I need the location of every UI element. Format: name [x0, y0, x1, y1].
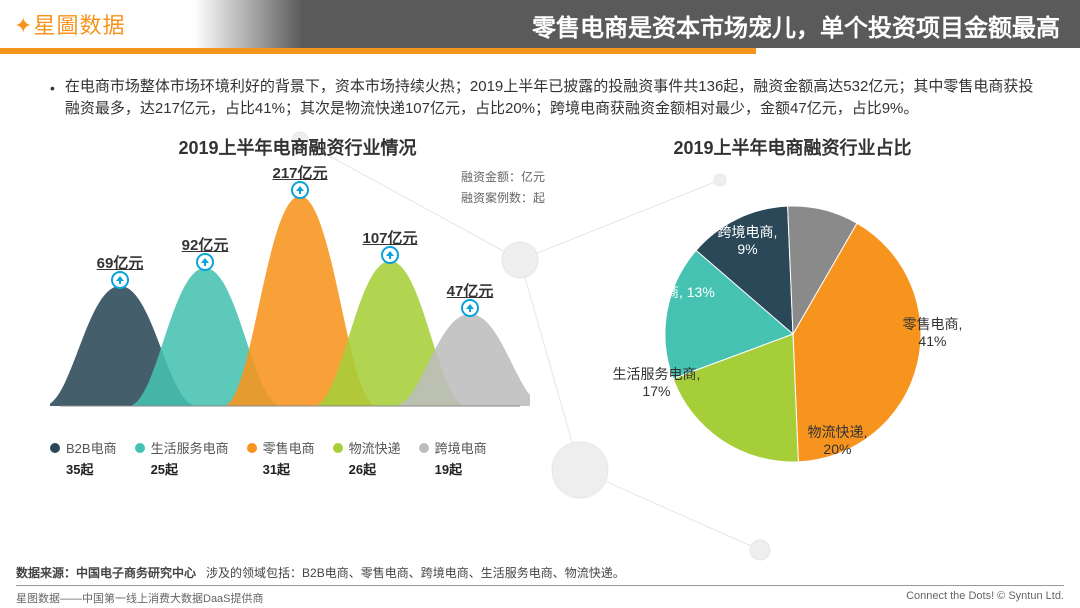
- pie-chart: 零售电商,41% 物流快递,20% 生活服务电商,17% B2B电商, 13% 跨境电商…: [603, 166, 983, 486]
- legend-series-name: 跨境电商: [435, 438, 487, 457]
- peak-arrow-icon: [111, 271, 129, 289]
- slide-footer: 数据来源：中国电子商务研究中心 涉及的领域包括：B2B电商、零售电商、跨境电商、…: [0, 560, 1080, 608]
- pie-slice-label: B2B电商, 13%: [625, 284, 715, 301]
- legend-item: 生活服务电商 25起: [135, 438, 229, 478]
- legend-cases: 25起: [135, 459, 229, 478]
- data-source-label: 数据来源：: [16, 566, 76, 580]
- data-source: 数据来源：中国电子商务研究中心 涉及的领域包括：B2B电商、零售电商、跨境电商、…: [16, 564, 1064, 581]
- legend-item: 零售电商 31起: [247, 438, 315, 478]
- peak-value-label: 47亿元: [447, 280, 494, 301]
- legend-cases: 26起: [333, 459, 401, 478]
- legend-color-dot: [333, 443, 343, 453]
- legend-cases: 31起: [247, 459, 315, 478]
- slide-header: ✦星圖数据 零售电商是资本市场宠儿，单个投资项目金额最高: [0, 0, 1080, 48]
- peak-arrow-icon: [196, 253, 214, 271]
- peak-value-label: 217亿元: [272, 162, 327, 183]
- data-source-value: 中国电子商务研究中心: [76, 566, 196, 580]
- brand-logo: ✦星圖数据: [14, 8, 125, 40]
- mountain-chart-legend: B2B电商 35起 生活服务电商 25起 零售电商 31起 物流快递 26起 跨境电商 19起: [50, 438, 545, 478]
- peak-value-label: 69亿元: [97, 252, 144, 273]
- slide-title: 零售电商是资本市场宠儿，单个投资项目金额最高: [532, 8, 1060, 43]
- peak-value-label: 107亿元: [362, 227, 417, 248]
- pie-slice-label: 零售电商,41%: [903, 316, 963, 350]
- legend-color-dot: [135, 443, 145, 453]
- pie-slice-label: 生活服务电商,17%: [613, 366, 701, 400]
- legend-series-name: B2B电商: [66, 438, 117, 457]
- mountain-chart-title: 2019上半年电商融资行业情况: [50, 134, 545, 160]
- pie-chart-panel: 2019上半年电商融资行业占比 零售电商,41% 物流快递,20% 生活服务电商,1…: [545, 134, 1040, 486]
- legend-cases: 35起: [50, 459, 117, 478]
- mountain-chart: 69亿元92亿元217亿元107亿元47亿元: [50, 166, 530, 426]
- legend-series-name: 生活服务电商: [151, 438, 229, 457]
- footer-copyright: Connect the Dots! © Syntun Ltd.: [906, 590, 1064, 606]
- description-bullet: • 在电商市场整体市场环境利好的背景下，资本市场持续火热；2019上半年已披露的…: [50, 76, 1040, 120]
- data-scope: 涉及的领域包括：B2B电商、零售电商、跨境电商、生活服务电商、物流快递。: [206, 566, 625, 580]
- legend-series-name: 物流快递: [349, 438, 401, 457]
- description-text: 在电商市场整体市场环境利好的背景下，资本市场持续火热；2019上半年已披露的投融…: [65, 76, 1040, 120]
- pie-chart-title: 2019上半年电商融资行业占比: [545, 134, 1040, 160]
- peak-arrow-icon: [461, 299, 479, 317]
- footer-tagline: 星图数据——中国第一线上消费大数据DaaS提供商: [16, 590, 264, 606]
- legend-color-dot: [50, 443, 60, 453]
- peak-arrow-icon: [291, 181, 309, 199]
- legend-item: 跨境电商 19起: [419, 438, 487, 478]
- bullet-dot: •: [50, 76, 55, 120]
- mountain-chart-panel: 2019上半年电商融资行业情况 融资金额：亿元 融资案例数：起 69亿元92亿元…: [50, 134, 545, 486]
- pie-slice-label: 跨境电商,9%: [718, 224, 778, 258]
- brand-text: 星圖数据: [33, 13, 125, 38]
- legend-color-dot: [419, 443, 429, 453]
- pie-slice-label: 物流快递,20%: [808, 424, 868, 458]
- peak-arrow-icon: [381, 246, 399, 264]
- peak-value-label: 92亿元: [182, 234, 229, 255]
- legend-color-dot: [247, 443, 257, 453]
- legend-cases: 19起: [419, 459, 487, 478]
- footer-divider: [16, 585, 1064, 586]
- legend-item: 物流快递 26起: [333, 438, 401, 478]
- legend-item: B2B电商 35起: [50, 438, 117, 478]
- legend-series-name: 零售电商: [263, 438, 315, 457]
